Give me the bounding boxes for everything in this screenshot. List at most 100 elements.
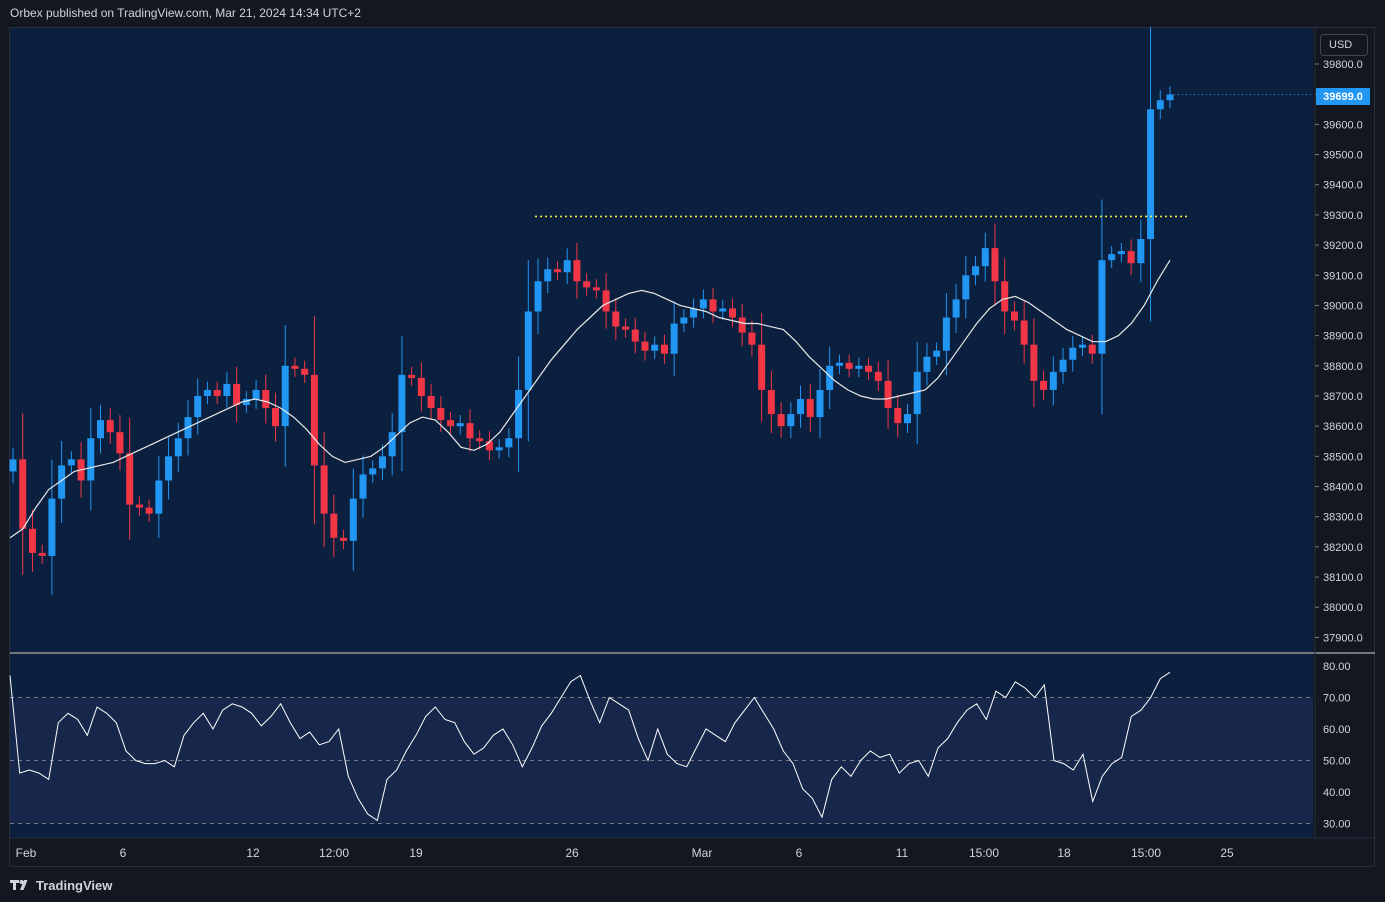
tradingview-logo-icon [10,879,32,891]
candle-body [378,456,386,469]
candle-body [797,398,805,415]
candle-body [213,389,221,396]
candle-body [476,438,484,442]
candle-body [631,329,639,342]
price-tick-label: 38800.0 [1323,361,1363,373]
candle-body [738,317,746,333]
candle-body [1049,371,1057,390]
time-tick-label: 26 [565,846,579,860]
time-tick-label: 15:00 [1131,846,1161,860]
candle-body [1059,359,1067,372]
price-tick-label: 37900.0 [1323,632,1363,644]
currency-button[interactable]: USD [1320,34,1368,56]
candle-body [991,248,999,282]
publish-info: Orbex published on TradingView.com, Mar … [10,6,361,20]
candle-body [291,365,299,369]
candle-body [622,326,630,330]
price-pane-background [10,28,1313,652]
time-tick-label: 12 [246,846,260,860]
rsi-line [9,671,1171,822]
candle-body [758,344,766,390]
candle-body [894,408,902,424]
candle-body [106,420,114,433]
candle-body [456,423,464,427]
price-tick-label: 39200.0 [1323,240,1363,252]
rsi-tick-label: 80.00 [1323,661,1351,673]
candle-body [826,365,834,390]
rsi-tick-label: 50.00 [1323,756,1351,768]
candle-body [1098,260,1106,354]
candles-group [9,26,1174,595]
candle-body [1156,100,1164,110]
candle-body [417,377,425,396]
candle-body [855,365,863,369]
candle-body [1010,311,1018,321]
time-tick-label: Feb [16,846,37,860]
candle-body [806,398,814,418]
candle-body [515,389,523,439]
price-tick-label: 38400.0 [1323,482,1363,494]
candle-body [680,317,688,324]
price-tick-label: 38100.0 [1323,572,1363,584]
candle-body [1088,344,1096,354]
candle-body [1108,254,1116,261]
candle-body [1137,239,1145,264]
rsi-tick-label: 30.00 [1323,819,1351,831]
candle-body [612,311,620,327]
candle-body [87,438,95,481]
candle-body [126,453,134,505]
candle-body [583,281,591,288]
candle-body [252,389,260,399]
time-tick-label: 6 [796,846,803,860]
time-tick-label: 15:00 [969,846,999,860]
candle-body [670,323,678,354]
candle-body [310,374,318,466]
candle-body [58,465,66,499]
candle-body [534,281,542,312]
moving-average-line [9,259,1171,539]
candle-body [903,414,911,424]
candle-body [1078,344,1086,348]
candle-body [933,350,941,357]
time-tick-label: 12:00 [319,846,349,860]
candle-body [145,507,153,514]
candle-body [1001,281,1009,312]
candle-body [1166,94,1174,101]
candle-body [767,389,775,415]
candle-body [845,362,853,369]
candle-body [913,371,921,415]
time-tick-label: 19 [409,846,423,860]
candle-body [573,260,581,282]
price-tick-label: 38600.0 [1323,421,1363,433]
price-tick-label: 39300.0 [1323,210,1363,222]
candle-body [690,308,698,318]
candle-body [97,420,105,439]
time-tick-label: 25 [1220,846,1234,860]
last-price-badge: 39699.0 [1316,88,1370,105]
candle-body [1030,344,1038,381]
candle-body [641,341,649,351]
candle-body [485,441,493,451]
candle-body [242,398,250,406]
candle-body [369,468,377,475]
candle-body [923,356,931,372]
candle-body [340,537,348,541]
price-tick-label: 38500.0 [1323,451,1363,463]
price-tick-label: 38000.0 [1323,602,1363,614]
candle-body [194,395,202,418]
candle-body [874,371,882,381]
time-tick-label: 11 [896,846,909,860]
candle-body [1117,251,1125,255]
candle-body [330,513,338,538]
candle-body [437,408,445,421]
candle-body [1020,320,1028,345]
candle-body [699,299,707,309]
price-tick-label: 39500.0 [1323,150,1363,162]
candle-body [165,456,173,481]
candle-body [223,383,231,396]
candle-body [748,332,756,345]
candle-body [359,474,367,499]
candle-body [447,420,455,427]
candle-body [660,344,668,354]
